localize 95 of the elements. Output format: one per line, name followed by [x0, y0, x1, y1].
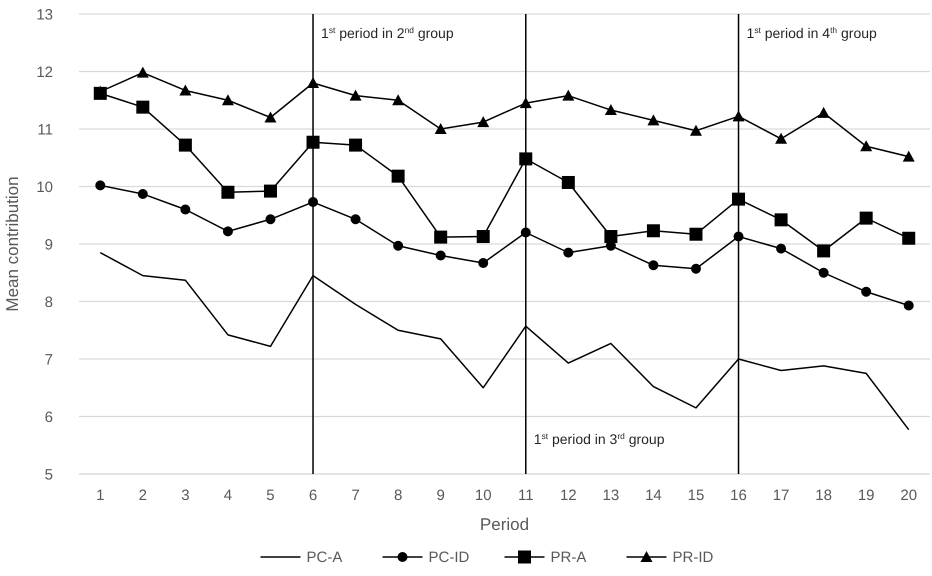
point — [393, 240, 404, 251]
y-tick-label: 9 — [44, 236, 53, 254]
point — [222, 226, 233, 236]
y-tick-label: 11 — [37, 121, 53, 138]
point — [732, 192, 746, 206]
point — [648, 260, 658, 270]
point — [306, 136, 320, 149]
legend-label: PC-A — [306, 549, 342, 566]
point — [350, 214, 361, 224]
point — [434, 123, 447, 134]
y-tick-label: 6 — [44, 408, 53, 426]
point — [136, 66, 149, 78]
point — [179, 84, 192, 96]
x-tick-label: 5 — [266, 487, 275, 504]
point — [436, 250, 446, 260]
x-tick-label: 17 — [772, 487, 790, 504]
y-tick-label: 12 — [36, 64, 53, 81]
point — [818, 106, 830, 118]
point — [562, 176, 575, 189]
point — [732, 110, 745, 122]
point — [690, 264, 701, 274]
x-tick-label: 18 — [815, 487, 832, 504]
point — [861, 286, 872, 297]
y-tick-label: 8 — [44, 294, 53, 311]
point — [136, 100, 150, 114]
x-tick-label: 20 — [900, 487, 918, 504]
point — [646, 224, 660, 238]
point — [434, 230, 448, 244]
point — [222, 94, 234, 106]
y-tick-label: 7 — [44, 351, 53, 368]
point — [308, 197, 318, 208]
point — [95, 180, 106, 190]
point — [307, 77, 320, 88]
x-tick-label: 6 — [308, 487, 318, 504]
legend-label: PR-A — [550, 549, 586, 566]
point — [775, 132, 788, 144]
point — [776, 244, 786, 254]
point — [519, 152, 532, 166]
point — [860, 140, 872, 152]
ref-line-label: 1$^{st}$ period in 2$^{nd}$ group — [321, 25, 454, 41]
point — [180, 204, 190, 214]
point — [904, 300, 914, 311]
point — [902, 150, 915, 162]
x-tick-label: 19 — [858, 487, 875, 504]
point — [478, 258, 488, 268]
point — [350, 90, 362, 101]
point — [178, 138, 192, 152]
y-tick-label: 5 — [44, 466, 53, 484]
point — [690, 124, 702, 136]
point — [734, 232, 744, 242]
y-tick-label: 10 — [36, 178, 53, 196]
ref-line-label: 1$^{st}$ period in 3$^{rd}$ group — [534, 431, 665, 447]
x-tick-label: 8 — [394, 487, 402, 504]
point — [689, 228, 702, 241]
point — [604, 230, 618, 244]
x-tick-label: 2 — [138, 487, 147, 504]
point — [817, 244, 830, 258]
legend-label: PC-ID — [428, 549, 470, 566]
point — [604, 104, 617, 116]
point — [476, 230, 490, 244]
point — [392, 94, 404, 106]
legend-label: PR-ID — [672, 549, 714, 566]
point — [138, 188, 148, 199]
y-tick-label: 13 — [36, 6, 53, 24]
x-tick-label: 12 — [560, 487, 577, 504]
point — [520, 228, 531, 238]
x-tick-label: 3 — [181, 487, 190, 504]
point — [349, 138, 362, 152]
x-tick-label: 14 — [645, 487, 662, 504]
x-tick-label: 10 — [474, 487, 492, 504]
ref-line-label: 1$^{st}$ period in 4$^{th}$ group — [746, 25, 878, 41]
point — [563, 248, 574, 258]
point — [221, 186, 234, 199]
x-tick-label: 1 — [96, 487, 104, 504]
x-tick-label: 4 — [224, 487, 232, 504]
x-tick-label: 15 — [688, 487, 704, 504]
point — [265, 214, 276, 224]
x-tick-label: 13 — [602, 487, 620, 504]
point — [392, 170, 405, 183]
point — [264, 112, 276, 122]
x-tick-label: 9 — [436, 487, 445, 504]
point — [818, 268, 829, 278]
x-tick-label: 16 — [730, 487, 747, 504]
x-tick-label: 7 — [351, 487, 360, 504]
point — [647, 114, 660, 126]
x-axis-title: Period — [480, 515, 530, 534]
point — [264, 184, 277, 198]
point — [562, 90, 574, 101]
y-axis-title: Mean contribution — [3, 176, 22, 312]
x-tick-label: 11 — [518, 487, 534, 504]
point — [860, 212, 873, 225]
point — [902, 232, 916, 245]
point — [774, 213, 788, 226]
point — [477, 116, 490, 128]
point — [520, 97, 532, 108]
